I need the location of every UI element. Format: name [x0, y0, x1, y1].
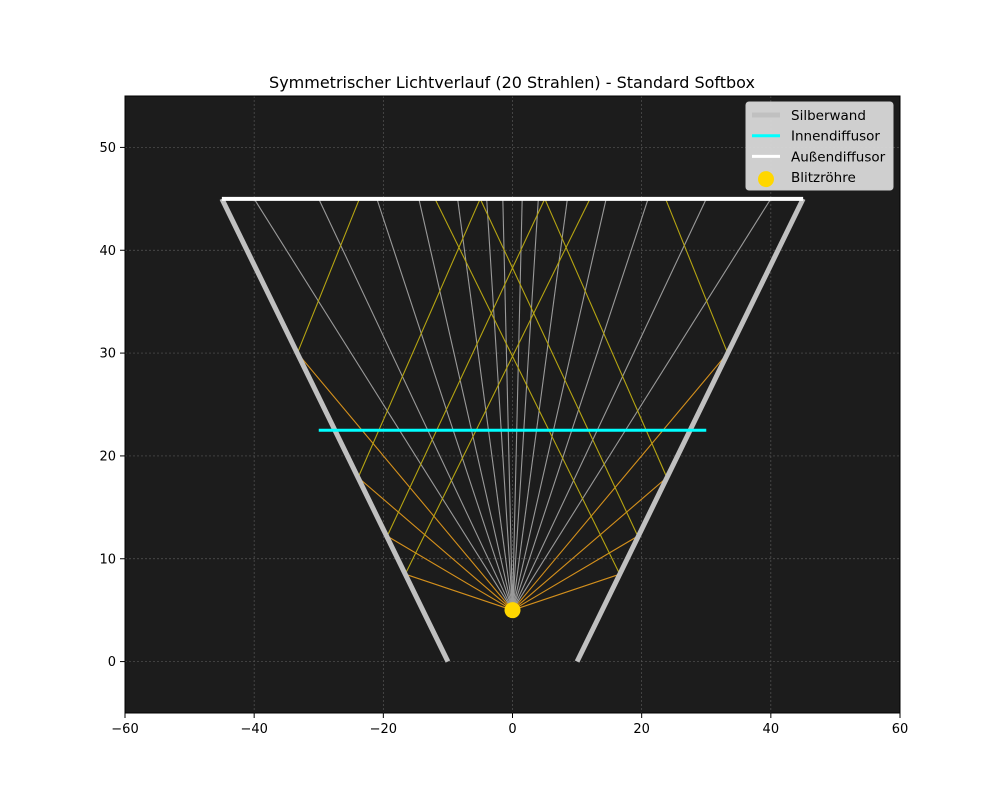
legend-label-1: Innendiffusor [791, 129, 880, 145]
x-tick-label-2: −20 [370, 722, 397, 737]
reflected-ray-6 [479, 198, 639, 537]
direct-ray-11 [511, 198, 649, 611]
x-tick-label-5: 40 [763, 722, 780, 737]
y-tick-label-1: 10 [99, 552, 116, 567]
ray-to-wall-2 [386, 535, 513, 611]
reflected-ray-0 [296, 198, 360, 354]
direct-ray-10 [511, 198, 607, 611]
ray-to-wall-3 [405, 573, 513, 611]
direct-ray-9 [511, 198, 568, 611]
legend-swatch-3 [758, 171, 774, 188]
ray-to-wall-0 [297, 352, 513, 611]
reflected-ray-4 [665, 198, 729, 354]
y-tick-label-3: 30 [99, 347, 116, 362]
softbox-structure [219, 196, 806, 663]
direct-ray-2 [376, 198, 514, 611]
light-rays [253, 198, 772, 611]
ray-to-wall-1 [357, 477, 513, 611]
x-tick-label-6: 60 [892, 722, 909, 737]
legend: Silberwand Innendiffusor Außendiffusor Blit… [745, 101, 894, 191]
ray-to-wall-7 [512, 573, 620, 611]
direct-ray-13 [512, 198, 772, 611]
direct-ray-6 [502, 198, 514, 611]
ray-to-wall-4 [512, 352, 728, 611]
ray-to-wall-6 [512, 535, 639, 611]
legend-label-2: Außendiffusor [791, 149, 886, 165]
chart-title: Symmetrischer Lichtverlauf (20 Strahlen)… [269, 73, 755, 92]
reflected-ray-2 [386, 198, 546, 537]
x-tick-label-1: −40 [240, 722, 267, 737]
direct-ray-4 [457, 198, 514, 611]
direct-ray-1 [318, 198, 513, 611]
x-tick-label-0: −60 [111, 722, 138, 737]
direct-ray-3 [418, 198, 514, 611]
legend-box [745, 101, 894, 191]
y-tick-label-5: 50 [99, 141, 116, 156]
x-tick-label-4: 20 [633, 722, 650, 737]
y-tick-label-2: 20 [99, 449, 116, 464]
y-tick-label-0: 0 [108, 655, 116, 670]
direct-ray-0 [253, 198, 513, 611]
direct-ray-5 [486, 198, 514, 611]
direct-ray-8 [511, 198, 539, 611]
axes: −60 −40 −20 0 20 40 60 0 10 20 30 40 50 [99, 141, 908, 737]
x-tick-label-3: 0 [508, 722, 516, 737]
legend-label-3: Blitzröhre [791, 170, 856, 186]
ray-to-wall-5 [512, 477, 668, 611]
reflected-ray-7 [434, 198, 621, 575]
y-tick-label-4: 40 [99, 244, 116, 259]
flash-tube-marker [504, 602, 521, 619]
reflected-ray-3 [404, 198, 591, 575]
legend-label-0: Silberwand [791, 108, 866, 124]
direct-ray-12 [512, 198, 707, 611]
direct-ray-7 [511, 198, 523, 611]
